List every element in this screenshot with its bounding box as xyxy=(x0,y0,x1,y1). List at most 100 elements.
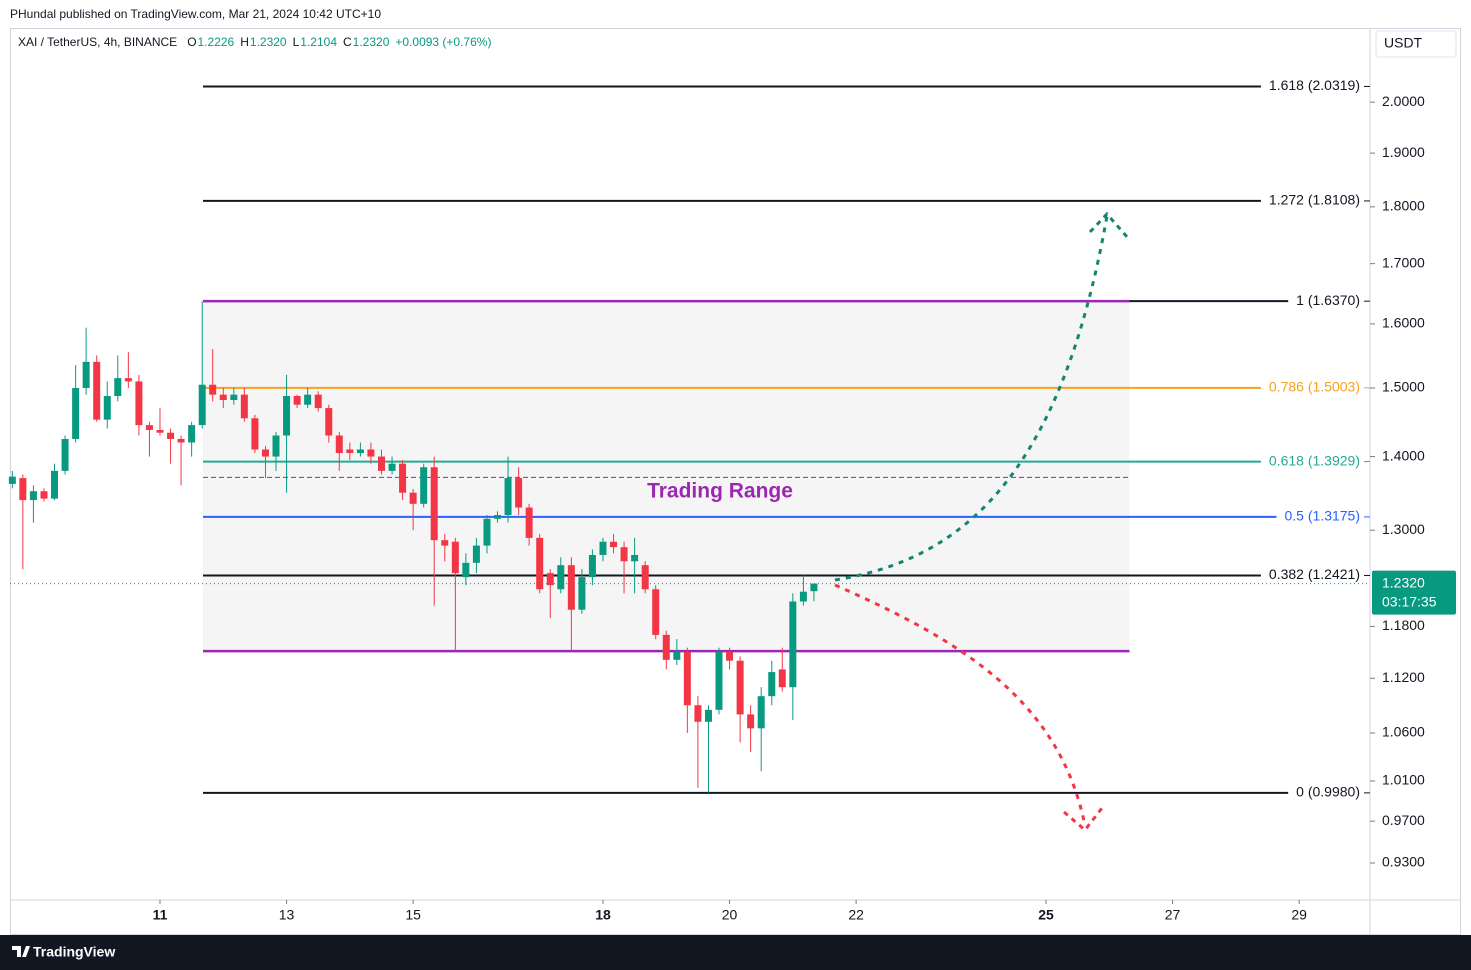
candle-body xyxy=(124,378,132,382)
candle-body xyxy=(82,361,90,389)
candle-body xyxy=(50,470,58,499)
y-tick-label: 1.1200 xyxy=(1382,669,1425,685)
candle-body xyxy=(588,554,596,578)
x-tick-label: 20 xyxy=(722,907,738,923)
candle-body xyxy=(209,384,217,395)
candle-body xyxy=(747,714,755,729)
candle-body xyxy=(272,435,280,457)
candle-body xyxy=(673,652,681,660)
candle-body xyxy=(293,395,301,405)
candle-body xyxy=(757,696,765,729)
range-box xyxy=(203,301,1130,652)
candle-body xyxy=(388,463,396,471)
y-tick-label: 1.7000 xyxy=(1382,254,1425,270)
candle-body xyxy=(652,589,660,635)
candle-body xyxy=(430,467,438,541)
candle-body xyxy=(72,388,80,439)
candle-body xyxy=(377,456,385,471)
candle-body xyxy=(536,537,544,590)
fib-label: 1.618 (2.0319) xyxy=(1269,77,1360,93)
candle-body xyxy=(768,672,776,697)
y-tick-label: 1.0600 xyxy=(1382,724,1425,740)
x-tick-label: 22 xyxy=(848,907,864,923)
candle-body xyxy=(93,361,101,420)
legend-key: H xyxy=(240,35,249,49)
candle-body xyxy=(335,435,343,454)
candle-body xyxy=(325,408,333,436)
candle-body xyxy=(620,547,628,562)
countdown: 03:17:35 xyxy=(1382,593,1437,609)
x-tick-label: 27 xyxy=(1165,907,1181,923)
y-tick-label: 1.1800 xyxy=(1382,617,1425,633)
candle-body xyxy=(367,449,375,457)
x-tick-label: 18 xyxy=(595,907,611,923)
y-tick-label: 1.5000 xyxy=(1382,379,1425,395)
candle-body xyxy=(662,634,670,660)
candle-body xyxy=(177,438,185,443)
candle-body xyxy=(789,601,797,688)
currency-box[interactable] xyxy=(1375,30,1457,58)
y-tick-label: 1.8000 xyxy=(1382,198,1425,214)
symbol: XAI / TetherUS, 4h, BINANCE xyxy=(18,35,177,49)
y-tick-label: 1.6000 xyxy=(1382,315,1425,331)
fib-label: 0.786 (1.5003) xyxy=(1269,379,1360,395)
candle-body xyxy=(61,438,69,471)
range-label: Trading Range xyxy=(647,480,793,503)
x-tick-label: 13 xyxy=(279,907,295,923)
fib-label: 0.5 (1.3175) xyxy=(1285,508,1361,524)
x-tick-label: 29 xyxy=(1291,907,1307,923)
y-tick-label: 0.9700 xyxy=(1382,812,1425,828)
y-tick-label: 0.9300 xyxy=(1382,854,1425,870)
candle-body xyxy=(515,478,523,508)
projections xyxy=(834,211,1130,833)
candle-body xyxy=(799,591,807,602)
candle-body xyxy=(546,573,554,586)
candle-body xyxy=(726,652,734,661)
candle-body xyxy=(19,478,27,501)
fib-label: 0.382 (1.2421) xyxy=(1269,566,1360,582)
y-tick-label: 1.4000 xyxy=(1382,447,1425,463)
candle-body xyxy=(314,394,322,409)
candle-body xyxy=(694,705,702,722)
candle-body xyxy=(156,429,164,433)
fib-label: 0 (0.9980) xyxy=(1296,784,1360,800)
brand: TradingView xyxy=(33,944,115,960)
candle-body xyxy=(145,425,153,430)
legend-key: C xyxy=(343,35,352,49)
candle-body xyxy=(525,507,533,538)
candle-body xyxy=(472,545,480,563)
candle-body xyxy=(567,565,575,610)
candle-body xyxy=(420,467,428,504)
candle-body xyxy=(251,418,259,450)
candle-body xyxy=(261,449,269,457)
legend-value: 1.2226 xyxy=(198,35,235,49)
candle-body xyxy=(8,476,16,484)
candle-body xyxy=(483,518,491,546)
candle-body xyxy=(240,394,248,419)
candle-body xyxy=(493,515,501,519)
fib-label: 0.618 (1.3929) xyxy=(1269,452,1360,468)
candle-body xyxy=(599,541,607,555)
publisher: PHundal published on TradingView.com, Ma… xyxy=(10,7,381,21)
candle-body xyxy=(641,565,649,590)
legend-value: 1.2320 xyxy=(353,35,390,49)
candle-body xyxy=(356,449,364,454)
fib-label: 1.272 (1.8108) xyxy=(1269,192,1360,208)
y-tick-label: 2.0000 xyxy=(1382,93,1425,109)
candle-body xyxy=(578,577,586,610)
y-tick-label: 1.9000 xyxy=(1382,144,1425,160)
currency[interactable]: USDT xyxy=(1384,35,1423,51)
candle-body xyxy=(715,652,723,710)
candle-body xyxy=(451,541,459,574)
change: +0.0093 (+0.76%) xyxy=(395,35,491,49)
candle-body xyxy=(304,394,312,405)
fib-label: 1 (1.6370) xyxy=(1296,292,1360,308)
candle-body xyxy=(114,378,122,396)
plot-area: Trading Range xyxy=(8,85,1370,794)
candle-body xyxy=(778,669,786,688)
candle-body xyxy=(462,562,470,578)
legend-key: O xyxy=(187,35,196,49)
candle-body xyxy=(135,381,143,426)
y-tick-label: 1.0100 xyxy=(1382,772,1425,788)
